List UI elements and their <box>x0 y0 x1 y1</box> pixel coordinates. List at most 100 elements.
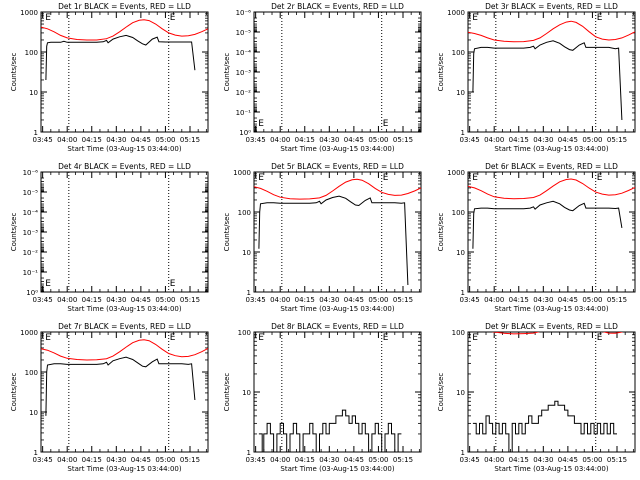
x-tick-label: 05:15 <box>607 136 627 144</box>
x-tick-label: 03:45 <box>460 456 480 464</box>
x-tick-label: 05:00 <box>368 456 388 464</box>
x-axis-label: Start Time (03-Aug-15 03:44:00) <box>280 145 394 153</box>
y-tick-label: 10 <box>456 89 465 97</box>
x-tick-label: 04:15 <box>295 136 315 144</box>
y-tick-label: 10 <box>29 89 38 97</box>
x-axis-label: Start Time (03-Aug-15 03:44:00) <box>280 465 394 473</box>
e-marker: E <box>597 13 603 23</box>
x-axis-label: Start Time (03-Aug-15 03:44:00) <box>67 305 181 313</box>
y-tick-label: 10 <box>242 389 251 397</box>
x-tick-label: 04:30 <box>319 296 339 304</box>
y-axis-label: Counts/sec <box>223 53 231 92</box>
x-tick-label: 04:45 <box>344 136 364 144</box>
plot-frame <box>40 331 209 453</box>
events-series-line <box>472 400 617 452</box>
x-axis-label: Start Time (03-Aug-15 03:44:00) <box>280 305 394 313</box>
x-tick-label: 04:15 <box>509 456 529 464</box>
events-series-line <box>258 195 409 286</box>
x-tick-label: 05:00 <box>582 136 602 144</box>
chart-title: Det 5r BLACK = Events, RED = LLD <box>271 162 404 171</box>
x-tick-label: 04:00 <box>270 136 290 144</box>
plot-frame <box>40 11 209 133</box>
plot-frame <box>467 171 636 293</box>
x-tick-label: 05:00 <box>368 296 388 304</box>
y-tick-label: 10⁻⁶ <box>23 169 39 177</box>
e-marker: E <box>472 13 478 23</box>
x-tick-label: 04:00 <box>57 136 77 144</box>
y-tick-label: 10⁻⁵ <box>23 189 39 197</box>
y-tick-label: 10⁻² <box>236 89 252 97</box>
chart-panel-8: Det 8r BLACK = Events, RED = LLD 1 10 100 Co… <box>223 322 422 473</box>
y-axis-label: Counts/sec <box>10 373 18 412</box>
x-tick-label: 04:00 <box>270 296 290 304</box>
y-tick-label: 1 <box>34 449 38 457</box>
e-marker: E <box>45 279 51 289</box>
x-tick-label: 04:45 <box>131 456 151 464</box>
chart-panel-4: Det 4r BLACK = Events, RED = LLD 10⁰ 10⁻¹ 1… <box>10 162 209 313</box>
chart-panel-9: Det 9r BLACK = Events, RED = LLD 1 10 100 Co… <box>437 322 636 473</box>
chart-title: Det 6r BLACK = Events, RED = LLD <box>485 162 618 171</box>
chart-title: Det 9r BLACK = Events, RED = LLD <box>485 322 618 331</box>
y-tick-label: 10⁻⁴ <box>23 209 39 217</box>
x-tick-label: 05:15 <box>180 136 200 144</box>
x-tick-label: 04:30 <box>106 136 126 144</box>
x-tick-label: 05:00 <box>582 456 602 464</box>
x-tick-label: 03:45 <box>460 296 480 304</box>
x-axis-label: Start Time (03-Aug-15 03:44:00) <box>494 145 608 153</box>
x-tick-label: 04:45 <box>131 296 151 304</box>
y-tick-label: 10⁻¹ <box>23 269 39 277</box>
x-tick-label: 04:15 <box>82 136 102 144</box>
plot-frame <box>253 11 422 133</box>
y-axis-label: Counts/sec <box>223 373 231 412</box>
x-tick-label: 05:15 <box>393 136 413 144</box>
events-series-line <box>472 200 623 249</box>
x-tick-label: 03:45 <box>246 456 266 464</box>
e-marker: E <box>170 13 176 23</box>
x-tick-label: 05:15 <box>607 456 627 464</box>
y-tick-label: 10⁰ <box>26 289 38 297</box>
lld-series-line <box>491 332 623 335</box>
e-marker: E <box>472 173 478 183</box>
y-tick-label: 1 <box>247 449 251 457</box>
y-axis-label: Counts/sec <box>437 213 445 252</box>
x-tick-label: 04:00 <box>484 136 504 144</box>
x-axis-label: Start Time (03-Aug-15 03:44:00) <box>67 465 181 473</box>
x-tick-label: 05:15 <box>180 456 200 464</box>
x-tick-label: 04:30 <box>533 136 553 144</box>
chart-title: Det 2r BLACK = Events, RED = LLD <box>271 2 404 11</box>
chart-panel-3: Det 3r BLACK = Events, RED = LLD 1 10 100 10… <box>437 2 636 153</box>
y-tick-label: 100 <box>238 209 251 217</box>
x-tick-label: 05:15 <box>180 296 200 304</box>
x-tick-label: 05:00 <box>155 456 175 464</box>
x-tick-label: 04:15 <box>509 296 529 304</box>
x-axis-label: Start Time (03-Aug-15 03:44:00) <box>494 465 608 473</box>
chart-title: Det 7r BLACK = Events, RED = LLD <box>58 322 191 331</box>
lld-series-line <box>41 339 208 361</box>
e-marker: E <box>383 119 389 129</box>
x-tick-label: 04:30 <box>319 456 339 464</box>
lld-series-line <box>468 178 635 200</box>
y-axis-label: Counts/sec <box>10 53 18 92</box>
plot-frame <box>253 171 422 293</box>
y-tick-label: 10⁻² <box>23 249 39 257</box>
events-series-line <box>258 409 402 452</box>
y-tick-label: 100 <box>25 369 38 377</box>
y-tick-label: 1000 <box>20 9 38 17</box>
events-series-line <box>45 356 196 416</box>
x-tick-label: 04:45 <box>344 456 364 464</box>
x-tick-label: 05:00 <box>368 136 388 144</box>
y-tick-label: 10 <box>242 249 251 257</box>
x-tick-label: 04:00 <box>57 296 77 304</box>
x-tick-label: 04:45 <box>344 296 364 304</box>
e-marker: E <box>258 173 264 183</box>
events-series-line <box>45 34 196 81</box>
e-marker: E <box>45 333 51 343</box>
x-tick-label: 05:00 <box>155 296 175 304</box>
x-tick-label: 05:15 <box>393 296 413 304</box>
y-tick-label: 100 <box>238 329 251 337</box>
y-tick-label: 10⁻³ <box>23 229 39 237</box>
y-tick-label: 10 <box>456 249 465 257</box>
y-tick-label: 100 <box>452 329 465 337</box>
x-tick-label: 05:00 <box>155 136 175 144</box>
